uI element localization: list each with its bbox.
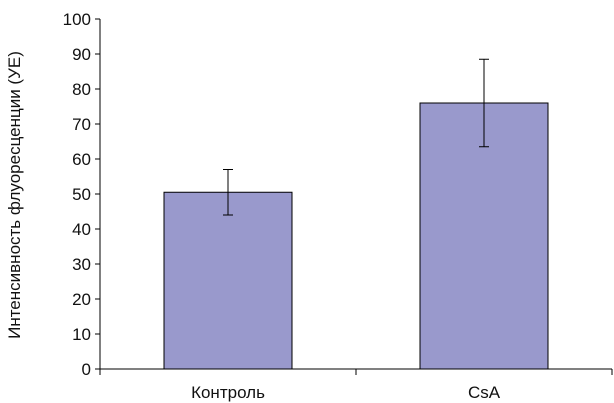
- y-tick-label: 50: [72, 185, 91, 204]
- y-tick-label: 60: [72, 150, 91, 169]
- y-tick-label: 20: [72, 290, 91, 309]
- y-tick-label: 90: [72, 45, 91, 64]
- y-tick-label: 30: [72, 255, 91, 274]
- y-axis-title: Интенсивность флуоресценции (УЕ): [5, 51, 24, 339]
- bar: [163, 191, 293, 370]
- category-label: CsA: [468, 383, 501, 402]
- y-tick-label: 10: [72, 325, 91, 344]
- plot-area: 0 10 20 30 40 50 60 70 80 90 100 Контроль CsA: [63, 10, 613, 402]
- y-tick-label: 0: [82, 360, 91, 379]
- y-tick-label: 80: [72, 80, 91, 99]
- category-label: Контроль: [191, 383, 265, 402]
- y-tick-label: 40: [72, 220, 91, 239]
- y-tick-label: 70: [72, 115, 91, 134]
- y-tick-label: 100: [63, 10, 91, 29]
